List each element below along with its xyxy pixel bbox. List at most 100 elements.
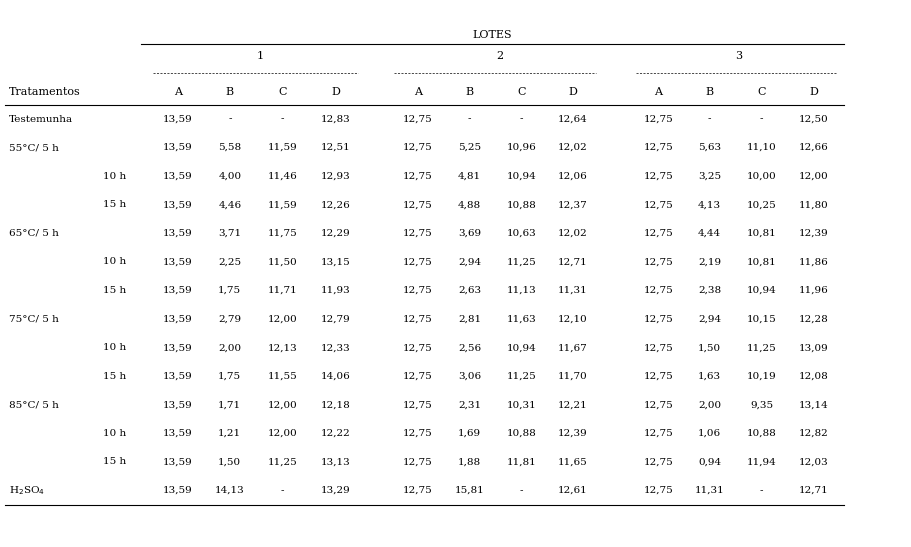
Text: 1,63: 1,63 <box>697 372 721 381</box>
Text: 10,81: 10,81 <box>746 229 775 238</box>
Text: 11,80: 11,80 <box>798 200 827 210</box>
Text: 13,59: 13,59 <box>163 429 192 438</box>
Text: 11,46: 11,46 <box>268 172 297 181</box>
Text: 12,93: 12,93 <box>321 172 350 181</box>
Text: 2,63: 2,63 <box>457 286 481 295</box>
Text: D: D <box>331 87 340 97</box>
Text: 11,67: 11,67 <box>558 343 587 352</box>
Text: 13,59: 13,59 <box>163 258 192 266</box>
Text: 1,50: 1,50 <box>697 343 721 352</box>
Text: 2,00: 2,00 <box>697 400 721 409</box>
Text: 12,50: 12,50 <box>798 114 827 124</box>
Text: 12,75: 12,75 <box>403 457 432 467</box>
Text: 11,25: 11,25 <box>507 258 536 266</box>
Text: C: C <box>756 87 765 97</box>
Text: 3,06: 3,06 <box>457 372 481 381</box>
Text: 3,25: 3,25 <box>697 172 721 181</box>
Text: 1,06: 1,06 <box>697 429 721 438</box>
Text: 12,79: 12,79 <box>321 315 350 324</box>
Text: 12,02: 12,02 <box>558 229 587 238</box>
Text: 13,59: 13,59 <box>163 114 192 124</box>
Text: 12,75: 12,75 <box>403 172 432 181</box>
Text: 11,31: 11,31 <box>694 486 723 495</box>
Text: 2,79: 2,79 <box>218 315 241 324</box>
Text: 12,37: 12,37 <box>558 200 587 210</box>
Text: 10,94: 10,94 <box>746 286 775 295</box>
Text: 13,59: 13,59 <box>163 457 192 467</box>
Text: 12,75: 12,75 <box>403 229 432 238</box>
Text: 15,81: 15,81 <box>455 486 484 495</box>
Text: -: - <box>467 114 471 124</box>
Text: 10,88: 10,88 <box>507 200 536 210</box>
Text: 2,31: 2,31 <box>457 400 481 409</box>
Text: 55°C/ 5 h: 55°C/ 5 h <box>9 143 59 152</box>
Text: 12,03: 12,03 <box>798 457 827 467</box>
Text: 13,59: 13,59 <box>163 315 192 324</box>
Text: 5,25: 5,25 <box>457 143 481 152</box>
Text: C: C <box>278 87 287 97</box>
Text: 12,75: 12,75 <box>643 229 672 238</box>
Text: 12,75: 12,75 <box>643 429 672 438</box>
Text: 12,75: 12,75 <box>403 200 432 210</box>
Text: 10,31: 10,31 <box>507 400 536 409</box>
Text: 12,75: 12,75 <box>403 286 432 295</box>
Text: 12,75: 12,75 <box>643 200 672 210</box>
Text: -: - <box>759 114 763 124</box>
Text: 4,88: 4,88 <box>457 200 481 210</box>
Text: -: - <box>519 486 523 495</box>
Text: 12,75: 12,75 <box>403 429 432 438</box>
Text: D: D <box>568 87 577 97</box>
Text: 1,21: 1,21 <box>218 429 241 438</box>
Text: 1,69: 1,69 <box>457 429 481 438</box>
Text: 11,55: 11,55 <box>268 372 297 381</box>
Text: 14,13: 14,13 <box>215 486 244 495</box>
Text: 15 h: 15 h <box>103 372 126 381</box>
Text: 12,75: 12,75 <box>643 400 672 409</box>
Text: 1,50: 1,50 <box>218 457 241 467</box>
Text: -: - <box>228 114 231 124</box>
Text: 12,00: 12,00 <box>268 400 297 409</box>
Text: 12,13: 12,13 <box>268 343 297 352</box>
Text: 12,71: 12,71 <box>798 486 827 495</box>
Text: 12,82: 12,82 <box>798 429 827 438</box>
Text: 12,75: 12,75 <box>403 315 432 324</box>
Text: 12,22: 12,22 <box>321 429 350 438</box>
Text: 12,75: 12,75 <box>643 486 672 495</box>
Text: 12,64: 12,64 <box>558 114 587 124</box>
Text: 11,93: 11,93 <box>321 286 350 295</box>
Text: A: A <box>414 87 421 97</box>
Text: 11,86: 11,86 <box>798 258 827 266</box>
Text: 12,75: 12,75 <box>403 143 432 152</box>
Text: 12,75: 12,75 <box>643 258 672 266</box>
Text: 3,69: 3,69 <box>457 229 481 238</box>
Text: 10,63: 10,63 <box>507 229 536 238</box>
Text: 11,63: 11,63 <box>507 315 536 324</box>
Text: 11,31: 11,31 <box>558 286 587 295</box>
Text: 12,00: 12,00 <box>798 172 827 181</box>
Text: 2,00: 2,00 <box>218 343 241 352</box>
Text: 12,28: 12,28 <box>798 315 827 324</box>
Text: 10,81: 10,81 <box>746 258 775 266</box>
Text: 5,58: 5,58 <box>218 143 241 152</box>
Text: 10,94: 10,94 <box>507 343 536 352</box>
Text: A: A <box>654 87 661 97</box>
Text: 12,61: 12,61 <box>558 486 587 495</box>
Text: 4,00: 4,00 <box>218 172 241 181</box>
Text: 10,19: 10,19 <box>746 372 775 381</box>
Text: 5,63: 5,63 <box>697 143 721 152</box>
Text: 12,39: 12,39 <box>558 429 587 438</box>
Text: 1,88: 1,88 <box>457 457 481 467</box>
Text: 12,06: 12,06 <box>558 172 587 181</box>
Text: 13,59: 13,59 <box>163 486 192 495</box>
Text: 1: 1 <box>256 51 263 61</box>
Text: -: - <box>281 486 284 495</box>
Text: 11,59: 11,59 <box>268 143 297 152</box>
Text: 12,71: 12,71 <box>558 258 587 266</box>
Text: 13,59: 13,59 <box>163 372 192 381</box>
Text: 10,88: 10,88 <box>507 429 536 438</box>
Text: 11,96: 11,96 <box>798 286 827 295</box>
Text: 4,13: 4,13 <box>697 200 721 210</box>
Text: 12,75: 12,75 <box>403 258 432 266</box>
Text: 2,94: 2,94 <box>697 315 721 324</box>
Text: 12,75: 12,75 <box>643 457 672 467</box>
